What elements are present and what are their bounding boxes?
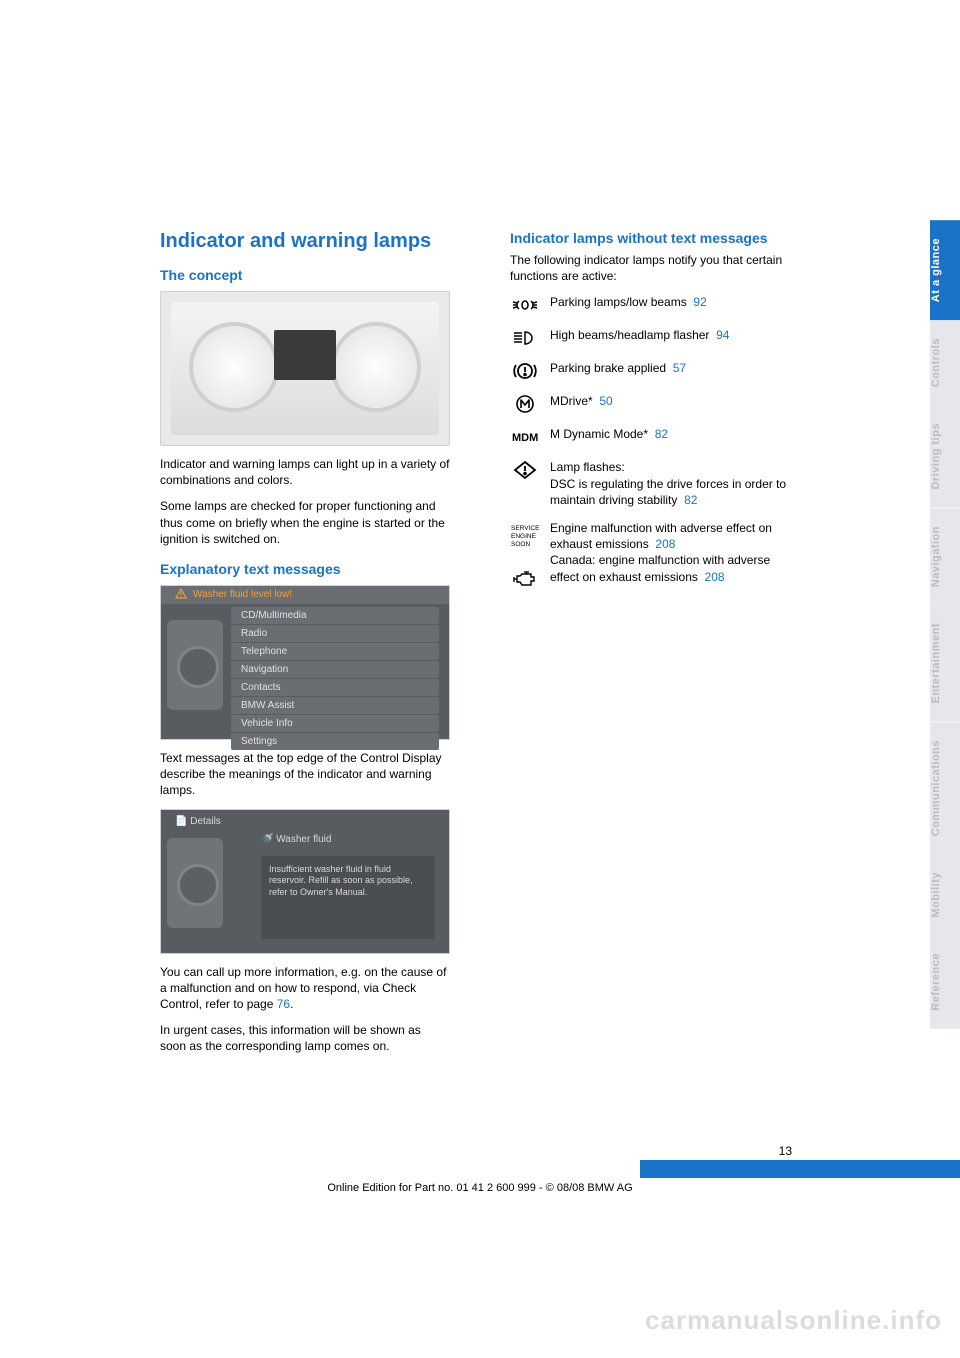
menu-item: Contacts bbox=[231, 679, 439, 696]
center-display bbox=[274, 330, 336, 380]
dsc-icon bbox=[510, 460, 540, 480]
footer-text: Online Edition for Part no. 01 41 2 600 … bbox=[0, 1182, 960, 1194]
left-column: Indicator and warning lamps The concept … bbox=[160, 230, 450, 1064]
menu-item: Settings bbox=[231, 733, 439, 750]
page-number-bar bbox=[640, 1160, 960, 1178]
indicator-lamp-row: Lamp flashes:DSC is regulating the drive… bbox=[510, 459, 800, 508]
svg-text:SERVICE: SERVICE bbox=[511, 525, 539, 532]
right-intro: The following indicator lamps notify you… bbox=[510, 252, 800, 284]
section-tab-navigation[interactable]: Navigation bbox=[930, 508, 960, 605]
indicator-lamp-row: MDM M Dynamic Mode* 82 bbox=[510, 426, 800, 447]
cluster-bg bbox=[171, 302, 439, 435]
explain-p2a: You can call up more information, e.g. o… bbox=[160, 965, 446, 1011]
detail-header: 📄 Details bbox=[175, 816, 221, 827]
svg-text:MDM: MDM bbox=[512, 432, 538, 444]
idrive-controller bbox=[167, 620, 223, 710]
page-link[interactable]: 82 bbox=[655, 427, 668, 441]
mdm-icon: MDM bbox=[510, 427, 540, 447]
menu-item: BMW Assist bbox=[231, 697, 439, 714]
indicator-lamp-text: Engine malfunction with adverse effect o… bbox=[550, 520, 800, 585]
indicator-lamp-text: Parking brake applied 57 bbox=[550, 360, 686, 376]
indicator-lamp-row: MDrive* 50 bbox=[510, 393, 800, 414]
page-link[interactable]: 57 bbox=[673, 361, 686, 375]
detail-title: 🚿 Washer fluid bbox=[261, 834, 331, 845]
explain-p2: You can call up more information, e.g. o… bbox=[160, 964, 450, 1013]
parking-lamps-icon bbox=[510, 295, 540, 315]
svg-text:ENGINE: ENGINE bbox=[511, 533, 537, 540]
indicator-lamp-text: High beams/headlamp flasher 94 bbox=[550, 327, 729, 343]
svg-text:SOON: SOON bbox=[511, 541, 530, 548]
indicator-lamp-text: MDrive* 50 bbox=[550, 393, 613, 409]
concept-heading: The concept bbox=[160, 267, 450, 283]
mdrive-icon bbox=[510, 394, 540, 414]
page-number: 13 bbox=[779, 1144, 792, 1158]
indicator-lamp-text: M Dynamic Mode* 82 bbox=[550, 426, 668, 442]
page-link[interactable]: 208 bbox=[655, 537, 675, 551]
right-dial bbox=[331, 322, 421, 412]
page-link[interactable]: 92 bbox=[693, 295, 706, 309]
menu-item: CD/Multimedia bbox=[231, 607, 439, 624]
section-tab-controls[interactable]: Controls bbox=[930, 320, 960, 405]
main-heading: Indicator and warning lamps bbox=[160, 230, 450, 253]
left-dial bbox=[189, 322, 279, 412]
control-display-menu-image: Washer fluid level low! CD/MultimediaRad… bbox=[160, 585, 450, 740]
indicator-lamp-row: SERVICEENGINESOON Engine malfunction with… bbox=[510, 520, 800, 594]
section-tab-entertainment[interactable]: Entertainment bbox=[930, 605, 960, 721]
menu-warning-header: Washer fluid level low! bbox=[161, 586, 449, 604]
instrument-cluster-image bbox=[160, 291, 450, 446]
page-link-76[interactable]: 76 bbox=[277, 997, 290, 1011]
explain-p2b: . bbox=[290, 997, 293, 1011]
parking-brake-icon bbox=[510, 361, 540, 381]
detail-bg: 📄 Details 🚿 Washer fluid Insufficient wa… bbox=[161, 810, 449, 953]
high-beam-icon bbox=[510, 328, 540, 348]
engine-icon bbox=[511, 569, 539, 594]
detail-body: Insufficient washer fluid in fluid reser… bbox=[261, 856, 435, 939]
explain-p1: Text messages at the top edge of the Con… bbox=[160, 750, 450, 799]
menu-item: Radio bbox=[231, 625, 439, 642]
menu-item: Telephone bbox=[231, 643, 439, 660]
idrive-controller-2 bbox=[167, 838, 223, 928]
section-tab-reference[interactable]: Reference bbox=[930, 935, 960, 1029]
menu-item: Vehicle Info bbox=[231, 715, 439, 732]
page-link[interactable]: 82 bbox=[684, 493, 697, 507]
section-tabs: At a glanceControlsDriving tipsNavigatio… bbox=[930, 220, 960, 1029]
indicator-lamp-row: Parking brake applied 57 bbox=[510, 360, 800, 381]
page-link[interactable]: 50 bbox=[599, 394, 612, 408]
watermark: carmanualsonline.info bbox=[645, 1305, 942, 1336]
indicator-lamp-row: High beams/headlamp flasher 94 bbox=[510, 327, 800, 348]
explain-heading: Explanatory text messages bbox=[160, 561, 450, 577]
indicator-lamp-row: Parking lamps/low beams 92 bbox=[510, 294, 800, 315]
indicator-lamp-text: Lamp flashes:DSC is regulating the drive… bbox=[550, 459, 800, 508]
menu-item: Navigation bbox=[231, 661, 439, 678]
right-heading: Indicator lamps without text messages bbox=[510, 230, 800, 246]
menu-warning-text: Washer fluid level low! bbox=[193, 589, 292, 600]
concept-p1: Indicator and warning lamps can light up… bbox=[160, 456, 450, 488]
section-tab-at-a-glance[interactable]: At a glance bbox=[930, 220, 960, 320]
section-tab-communications[interactable]: Communications bbox=[930, 722, 960, 854]
page-link[interactable]: 94 bbox=[716, 328, 729, 342]
right-column: Indicator lamps without text messages Th… bbox=[510, 230, 800, 606]
concept-p2: Some lamps are checked for proper functi… bbox=[160, 498, 450, 547]
indicator-lamp-text: Parking lamps/low beams 92 bbox=[550, 294, 707, 310]
explain-p3: In urgent cases, this information will b… bbox=[160, 1022, 450, 1054]
page-content: Indicator and warning lamps The concept … bbox=[160, 230, 800, 1064]
control-display-detail-image: 📄 Details 🚿 Washer fluid Insufficient wa… bbox=[160, 809, 450, 954]
section-tab-mobility[interactable]: Mobility bbox=[930, 854, 960, 936]
menu-bg: Washer fluid level low! CD/MultimediaRad… bbox=[161, 586, 449, 739]
service-engine-icon: SERVICEENGINESOON bbox=[510, 521, 540, 594]
page-link[interactable]: 208 bbox=[705, 570, 725, 584]
section-tab-driving-tips[interactable]: Driving tips bbox=[930, 405, 960, 508]
